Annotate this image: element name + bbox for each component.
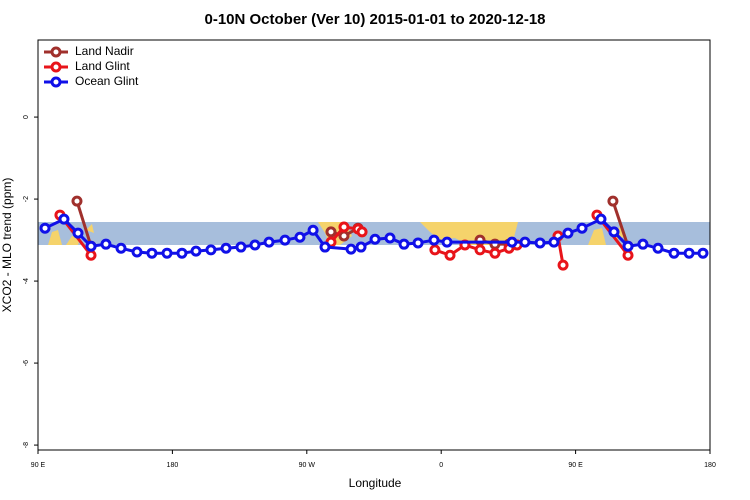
legend-label: Land Nadir (75, 44, 134, 58)
data-point (356, 226, 368, 238)
y-tick-label: -4 (23, 278, 30, 284)
y-tick-label: -2 (23, 196, 30, 202)
y-tick-label: 0 (23, 115, 30, 119)
data-point (697, 247, 709, 259)
data-point (519, 236, 531, 248)
data-point (548, 236, 560, 248)
data-point (100, 238, 112, 250)
data-point (595, 213, 607, 225)
data-point (115, 242, 127, 254)
data-point (307, 224, 319, 236)
x-tick-label: 0 (439, 462, 443, 469)
legend-marker (50, 61, 62, 73)
data-point (72, 227, 84, 239)
data-point (220, 242, 232, 254)
data-point (58, 213, 70, 225)
data-point (39, 222, 51, 234)
data-point (622, 249, 634, 261)
data-point (279, 234, 291, 246)
data-point (562, 227, 574, 239)
data-point (398, 238, 410, 250)
data-point (412, 237, 424, 249)
legend-marker (50, 76, 62, 88)
x-tick-label: 90 E (31, 462, 46, 469)
data-point (345, 243, 357, 255)
y-tick-label: -8 (23, 442, 30, 448)
data-point (71, 195, 83, 207)
data-point (622, 240, 634, 252)
data-point (506, 236, 518, 248)
data-point (85, 240, 97, 252)
x-tick-label: 180 (167, 462, 179, 469)
data-point (557, 259, 569, 271)
data-point (683, 247, 695, 259)
data-point (338, 230, 350, 242)
data-point (131, 246, 143, 258)
x-tick-label: 90 W (299, 462, 316, 469)
data-point (444, 249, 456, 261)
data-point (384, 232, 396, 244)
x-axis-label: Longitude (349, 476, 402, 490)
land (48, 224, 94, 245)
data-point (249, 239, 261, 251)
data-point (85, 249, 97, 261)
data-point (325, 226, 337, 238)
data-point (355, 241, 367, 253)
data-point (441, 236, 453, 248)
data-point (607, 195, 619, 207)
data-point (429, 244, 441, 256)
data-point (190, 245, 202, 257)
data-point (146, 247, 158, 259)
data-point (338, 221, 350, 233)
legend-marker (50, 46, 62, 58)
data-point (608, 226, 620, 238)
legend-label: Land Glint (75, 59, 130, 73)
x-tick-label: 180 (704, 462, 716, 469)
data-point (474, 244, 486, 256)
data-point (534, 237, 546, 249)
data-point (161, 247, 173, 259)
data-point (294, 231, 306, 243)
y-axis-label: XCO2 - MLO trend (ppm) (0, 178, 14, 313)
data-point (652, 242, 664, 254)
data-point (205, 244, 217, 256)
legend-label: Ocean Glint (75, 74, 139, 88)
plot-frame (37, 39, 711, 451)
data-point (176, 247, 188, 259)
data-point (637, 238, 649, 250)
data-point (235, 241, 247, 253)
data-point (369, 233, 381, 245)
data-point (489, 247, 501, 259)
x-tick-label: 90 E (568, 462, 583, 469)
data-point (263, 236, 275, 248)
chart-title: 0-10N October (Ver 10) 2015-01-01 to 202… (204, 11, 545, 28)
data-point (668, 247, 680, 259)
data-point (319, 241, 331, 253)
data-point (428, 234, 440, 246)
y-tick-label: -6 (23, 360, 30, 366)
data-point (576, 222, 588, 234)
